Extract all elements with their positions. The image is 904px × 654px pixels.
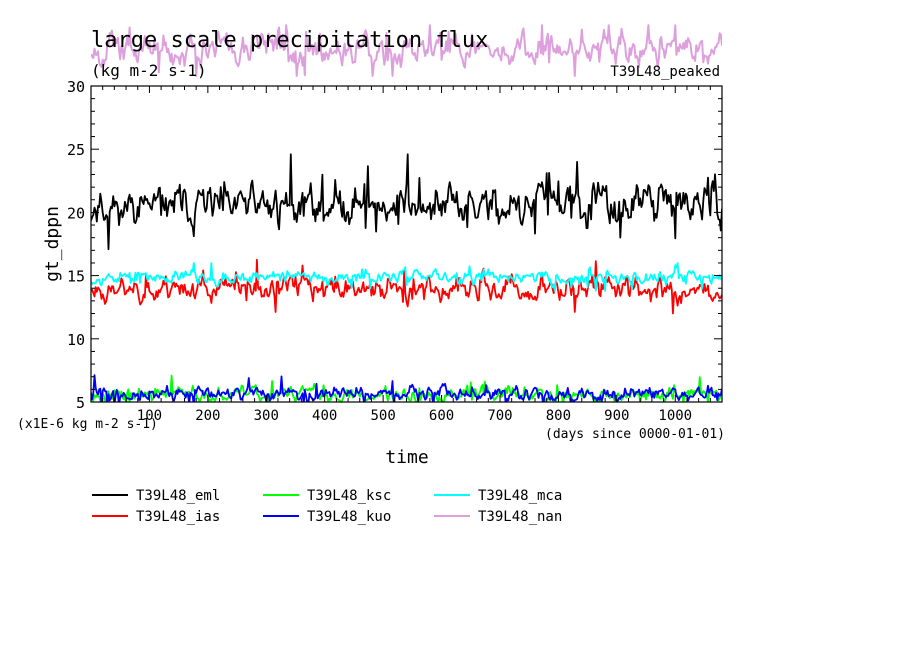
x-tick-label: 1000: [658, 408, 692, 424]
y-tick-label: 5: [76, 394, 85, 412]
x-unit-note: (days since 0000-01-01): [545, 427, 725, 442]
y-tick-label: 10: [67, 331, 85, 349]
series-line-T39L48_eml: [91, 153, 722, 251]
axis-layer: 100 200 300 400 500 600 700 800 900 1000 5 10 15 20 25…: [67, 78, 722, 424]
legend-label-T39L48_mca: T39L48_mca: [478, 488, 562, 504]
scale-note: (x1E-6 kg m-2 s-1): [17, 417, 158, 432]
y-tick-label: 20: [67, 204, 85, 222]
legend-label-T39L48_ias: T39L48_ias: [136, 509, 220, 525]
y-tick-label: 15: [67, 268, 85, 286]
x-tick-label: 200: [195, 408, 220, 424]
y-tick-label: 25: [67, 141, 85, 159]
legend-label-T39L48_ksc: T39L48_ksc: [307, 488, 391, 504]
x-tick-label: 800: [546, 408, 571, 424]
x-tick-label: 300: [254, 408, 279, 424]
legend-label-T39L48_kuo: T39L48_kuo: [307, 509, 391, 525]
legend-label-T39L48_nan: T39L48_nan: [478, 509, 562, 525]
plot-frame: [90, 85, 723, 403]
series-line-T39L48_mca: [91, 262, 722, 292]
x-axis-label: time: [385, 447, 428, 468]
series-line-T39L48_ias: [91, 258, 722, 315]
legend-label-T39L48_eml: T39L48_eml: [136, 488, 220, 504]
y-axis-label: gt_dppn: [42, 206, 63, 282]
x-tick-label: 100: [137, 408, 162, 424]
nan-series-layer: [91, 24, 722, 77]
legend: T39L48_eml T39L48_ias T39L48_ksc T39L48_kuo…: [92, 488, 562, 525]
y-tick-label: 30: [67, 78, 85, 96]
x-tick-label: 700: [487, 408, 512, 424]
chart-title: large scale precipitation flux: [91, 28, 488, 53]
run-label: T39L48_peaked: [610, 64, 720, 80]
x-tick-label: 500: [370, 408, 395, 424]
x-tick-label: 600: [429, 408, 454, 424]
chart-units: (kg m-2 s-1): [91, 61, 207, 80]
x-tick-label: 400: [312, 408, 337, 424]
series-line-T39L48_nan: [91, 24, 722, 77]
series-layer: [91, 153, 722, 402]
x-tick-label: 900: [604, 408, 629, 424]
